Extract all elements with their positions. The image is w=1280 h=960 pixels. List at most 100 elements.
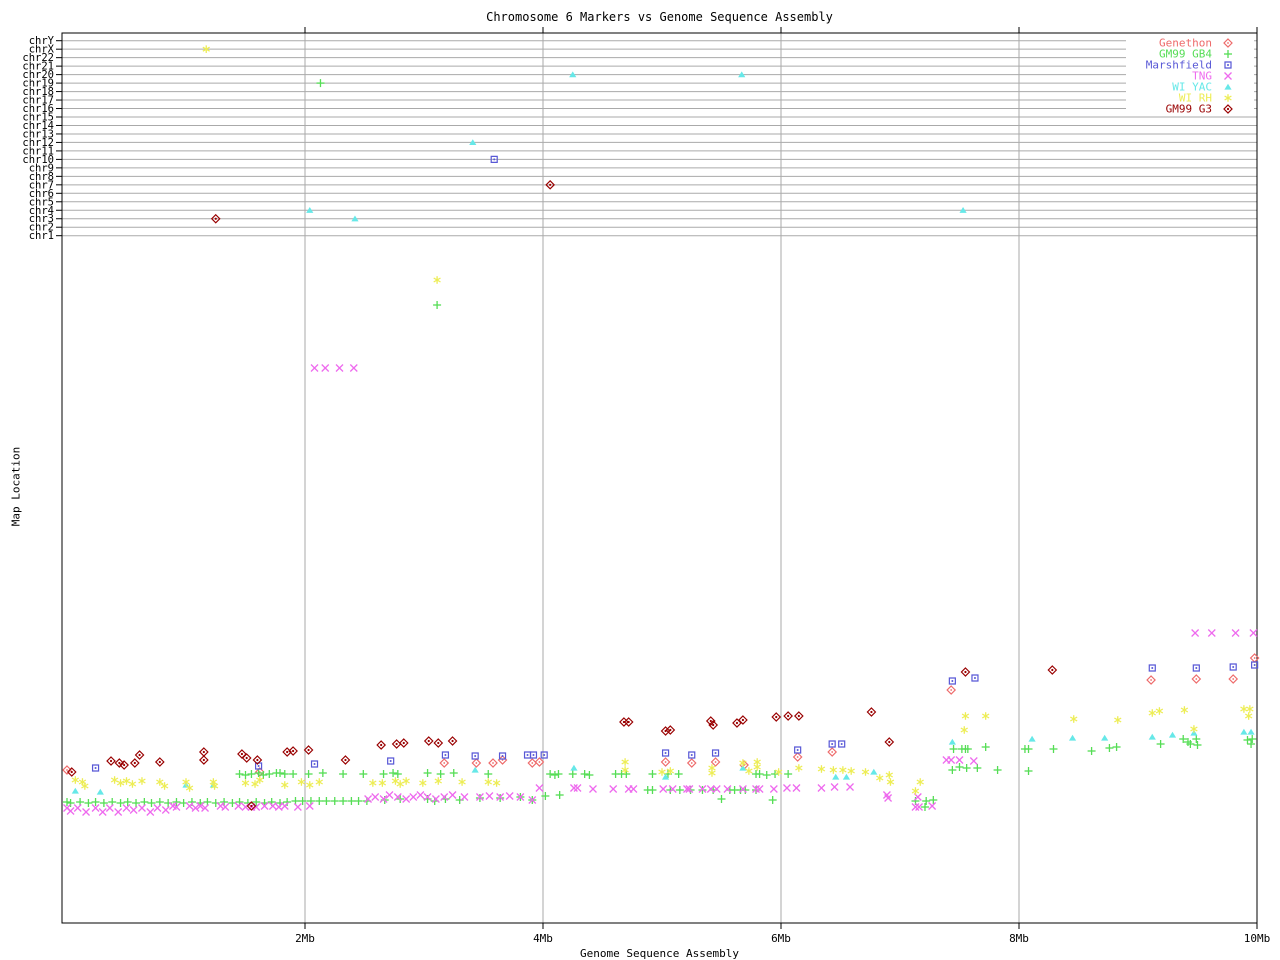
marker-cross	[172, 803, 181, 811]
marker-asterisk	[241, 779, 250, 787]
marker-asterisk	[122, 777, 131, 785]
marker-plus	[254, 769, 263, 777]
marker-cross	[114, 808, 123, 816]
marker-plus	[1112, 743, 1121, 751]
marker-asterisk	[160, 782, 169, 790]
marker-plus	[546, 770, 555, 778]
marker-square-dot	[794, 746, 802, 754]
marker-asterisk	[666, 767, 675, 775]
x-axis-label: Genome Sequence Assembly	[580, 947, 739, 960]
marker-plus	[1049, 745, 1058, 753]
marker-diamond-dot	[771, 712, 782, 722]
marker-plus	[963, 745, 972, 753]
marker-asterisk	[81, 782, 89, 790]
marker-asterisk	[795, 764, 803, 772]
marker-asterisk	[981, 712, 990, 720]
marker-square-dot	[441, 751, 450, 759]
legend-label-genethon: Genethon	[1159, 37, 1212, 50]
marker-diamond-dot	[705, 716, 716, 726]
marker-asterisk	[182, 778, 190, 786]
marker-cross	[947, 756, 956, 764]
marker-square-dot	[1229, 663, 1237, 671]
marker-asterisk	[911, 787, 920, 795]
row-label-chr8: chr8	[29, 171, 54, 183]
marker-asterisk	[110, 776, 119, 784]
marker-plus	[1186, 740, 1195, 748]
marker-cross	[440, 793, 449, 801]
marker-asterisk	[745, 767, 753, 775]
marker-plus	[316, 79, 325, 88]
marker-plus	[568, 770, 577, 778]
marker-diamond-dot	[866, 707, 877, 717]
marker-square-dot	[1251, 661, 1259, 669]
marker-cross	[706, 785, 715, 793]
marker-cross	[698, 785, 707, 793]
marker-asterisk	[256, 776, 264, 784]
marker-plus	[318, 769, 327, 777]
marker-asterisk	[251, 780, 259, 788]
marker-plus	[241, 771, 250, 779]
marker-asterisk	[419, 779, 427, 787]
marker-plus	[76, 798, 85, 806]
marker-plus	[1024, 767, 1033, 775]
row-label-chr5: chr5	[29, 196, 54, 208]
marker-plus	[955, 763, 964, 771]
marker-plus	[674, 770, 683, 778]
marker-plus	[280, 770, 289, 778]
marker-plus	[265, 770, 274, 778]
marker-cross	[629, 785, 638, 793]
marker-diamond-dot	[210, 213, 221, 224]
marker-cross	[668, 785, 677, 793]
marker-cross	[280, 802, 289, 810]
marker-asterisk	[829, 766, 838, 774]
marker-plus	[322, 797, 331, 805]
marker-cross	[830, 783, 839, 791]
marker-cross	[260, 802, 269, 810]
marker-plus	[648, 770, 657, 778]
marker-plus	[698, 786, 707, 794]
marker-diamond-dot	[783, 711, 793, 721]
marker-asterisk	[1240, 705, 1248, 713]
marker-plus	[762, 771, 771, 779]
marker-plus	[541, 792, 550, 800]
marker-cross	[792, 784, 801, 792]
row-label-chr7: chr7	[29, 179, 54, 191]
row-label-chr16: chr16	[22, 103, 54, 115]
marker-plus	[580, 770, 589, 778]
marker-cross	[915, 803, 923, 811]
marker-plus	[66, 799, 75, 807]
marker-cross	[335, 364, 344, 372]
marker-diamond-dot	[433, 738, 444, 748]
marker-cross	[91, 804, 100, 812]
marker-cross	[409, 793, 418, 801]
marker-asterisk	[1155, 707, 1164, 715]
row-label-chr14: chr14	[22, 120, 54, 132]
marker-plus	[389, 769, 398, 777]
marker-diamond-open	[62, 765, 72, 775]
marker-plus	[436, 770, 445, 778]
marker-diamond-dot	[114, 758, 125, 768]
marker-cross	[969, 757, 978, 765]
legend-label-tng: TNG	[1192, 70, 1212, 83]
marker-asterisk	[306, 781, 314, 789]
marker-plus	[455, 796, 464, 804]
marker-asterisk	[1070, 715, 1078, 723]
marker-plus	[276, 769, 285, 777]
marker-plus	[993, 766, 1002, 774]
marker-plus	[306, 797, 315, 805]
row-label-chr22: chr22	[22, 52, 54, 64]
marker-plus	[354, 797, 363, 805]
marker-diamond-dot	[1047, 665, 1058, 675]
marker-square-dot	[838, 740, 846, 748]
marker-plus	[259, 771, 268, 779]
marker-asterisk	[847, 767, 855, 775]
marker-diamond-dot	[241, 753, 252, 763]
marker-cross	[589, 785, 597, 793]
marker-asterisk	[369, 779, 377, 787]
marker-plus	[291, 797, 300, 805]
marker-diamond-dot	[199, 755, 209, 765]
row-label-chrX: chrX	[29, 44, 55, 56]
marker-plus	[339, 797, 348, 805]
marker-triangle	[948, 738, 956, 745]
marker-cross	[569, 784, 578, 792]
